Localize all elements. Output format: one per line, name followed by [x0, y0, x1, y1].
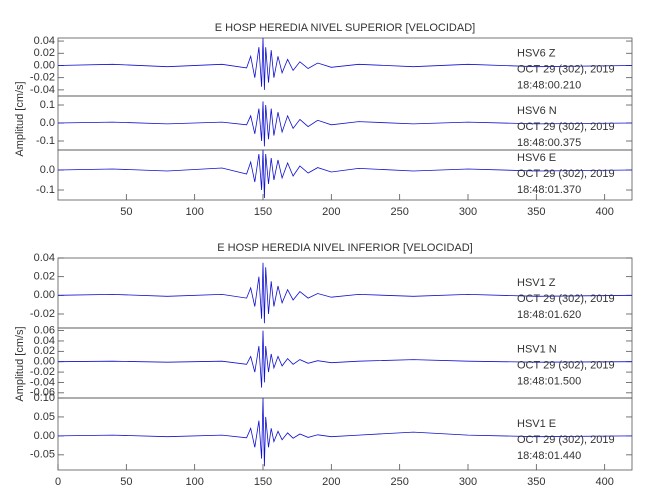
time-label: 18:48:01.500	[517, 376, 581, 388]
subplot-frame	[57, 149, 633, 201]
date-label: OCT 29 (302), 2019	[517, 63, 615, 75]
trace	[57, 101, 633, 147]
y-tick-label: -0.1	[36, 135, 55, 147]
y-tick-label: -0.06	[30, 387, 55, 399]
station-label: HSV1 N	[517, 344, 557, 356]
station-label: HSV1 E	[517, 418, 556, 430]
time-label: 18:48:00.375	[517, 137, 581, 149]
y-tick-label: -0.02	[30, 308, 55, 320]
time-label: 18:48:00.210	[517, 79, 581, 91]
y-tick-label: 0.02	[34, 345, 55, 357]
x-tick-label: 350	[527, 206, 545, 218]
x-tick-label: 100	[185, 206, 203, 218]
x-tick-label: 50	[120, 206, 132, 218]
x-tick-label: 200	[322, 206, 340, 218]
x-tick-label: 0	[55, 476, 61, 488]
y-tick-label: 0.00	[34, 289, 55, 301]
trace	[57, 149, 633, 199]
y-tick-label: 0.00	[34, 356, 55, 368]
station-label: HSV6 N	[517, 105, 557, 117]
chart-title: E HOSP HEREDIA NIVEL SUPERIOR [VELOCIDAD…	[215, 22, 475, 34]
y-tick-label: 0.1	[40, 99, 55, 111]
y-tick-label: -0.02	[30, 72, 55, 84]
subplot-frame	[57, 397, 633, 471]
x-tick-label: 150	[254, 476, 272, 488]
y-tick-label: -0.04	[30, 84, 55, 96]
y-tick-label: 0.04	[34, 252, 55, 264]
station-label: HSV6 E	[517, 152, 556, 164]
time-label: 18:48:01.440	[517, 450, 581, 462]
x-tick-label: 400	[595, 476, 613, 488]
x-tick-label: 300	[459, 206, 477, 218]
x-tick-label: 200	[322, 476, 340, 488]
x-tick-label: 400	[595, 206, 613, 218]
x-tick-label: 150	[254, 206, 272, 218]
station-label: HSV6 Z	[517, 47, 556, 59]
date-label: OCT 29 (302), 2019	[517, 293, 615, 305]
date-label: OCT 29 (302), 2019	[517, 121, 615, 133]
date-label: OCT 29 (302), 2019	[517, 434, 615, 446]
trace	[57, 262, 633, 324]
y-tick-label: 0.0	[40, 117, 55, 129]
station-label: HSV1 Z	[517, 277, 556, 289]
date-label: OCT 29 (302), 2019	[517, 168, 615, 180]
y-tick-label: 0.04	[34, 35, 55, 47]
x-tick-label: 100	[185, 476, 203, 488]
y-axis-label: Amplitud [cm/s]	[14, 326, 26, 401]
y-tick-label: 0.10	[34, 392, 55, 404]
y-tick-label: 0.04	[34, 335, 55, 347]
y-tick-label: 0.02	[34, 47, 55, 59]
y-axis-label: Amplitud [cm/s]	[14, 81, 26, 156]
date-label: OCT 29 (302), 2019	[517, 360, 615, 372]
trace	[57, 37, 633, 90]
y-tick-label: 0.02	[34, 271, 55, 283]
x-tick-label: 350	[527, 476, 545, 488]
trace	[57, 397, 633, 467]
y-tick-label: 0.06	[34, 324, 55, 336]
x-tick-label: 250	[390, 206, 408, 218]
x-tick-label: 300	[459, 476, 477, 488]
y-tick-label: 0.00	[34, 430, 55, 442]
y-tick-label: 0.05	[34, 411, 55, 423]
chart-title: E HOSP HEREDIA NIVEL INFERIOR [VELOCIDAD…	[217, 242, 473, 254]
y-tick-label: 0.00	[34, 59, 55, 71]
y-tick-label: -0.02	[30, 366, 55, 378]
x-tick-label: 50	[120, 476, 132, 488]
y-tick-label: -0.05	[30, 449, 55, 461]
y-tick-label: -0.1	[36, 184, 55, 196]
y-tick-label: -0.04	[30, 376, 55, 388]
x-tick-label: 250	[390, 476, 408, 488]
time-label: 18:48:01.370	[517, 184, 581, 196]
trace	[57, 330, 633, 388]
y-tick-label: 0.0	[40, 164, 55, 176]
time-label: 18:48:01.620	[517, 309, 581, 321]
